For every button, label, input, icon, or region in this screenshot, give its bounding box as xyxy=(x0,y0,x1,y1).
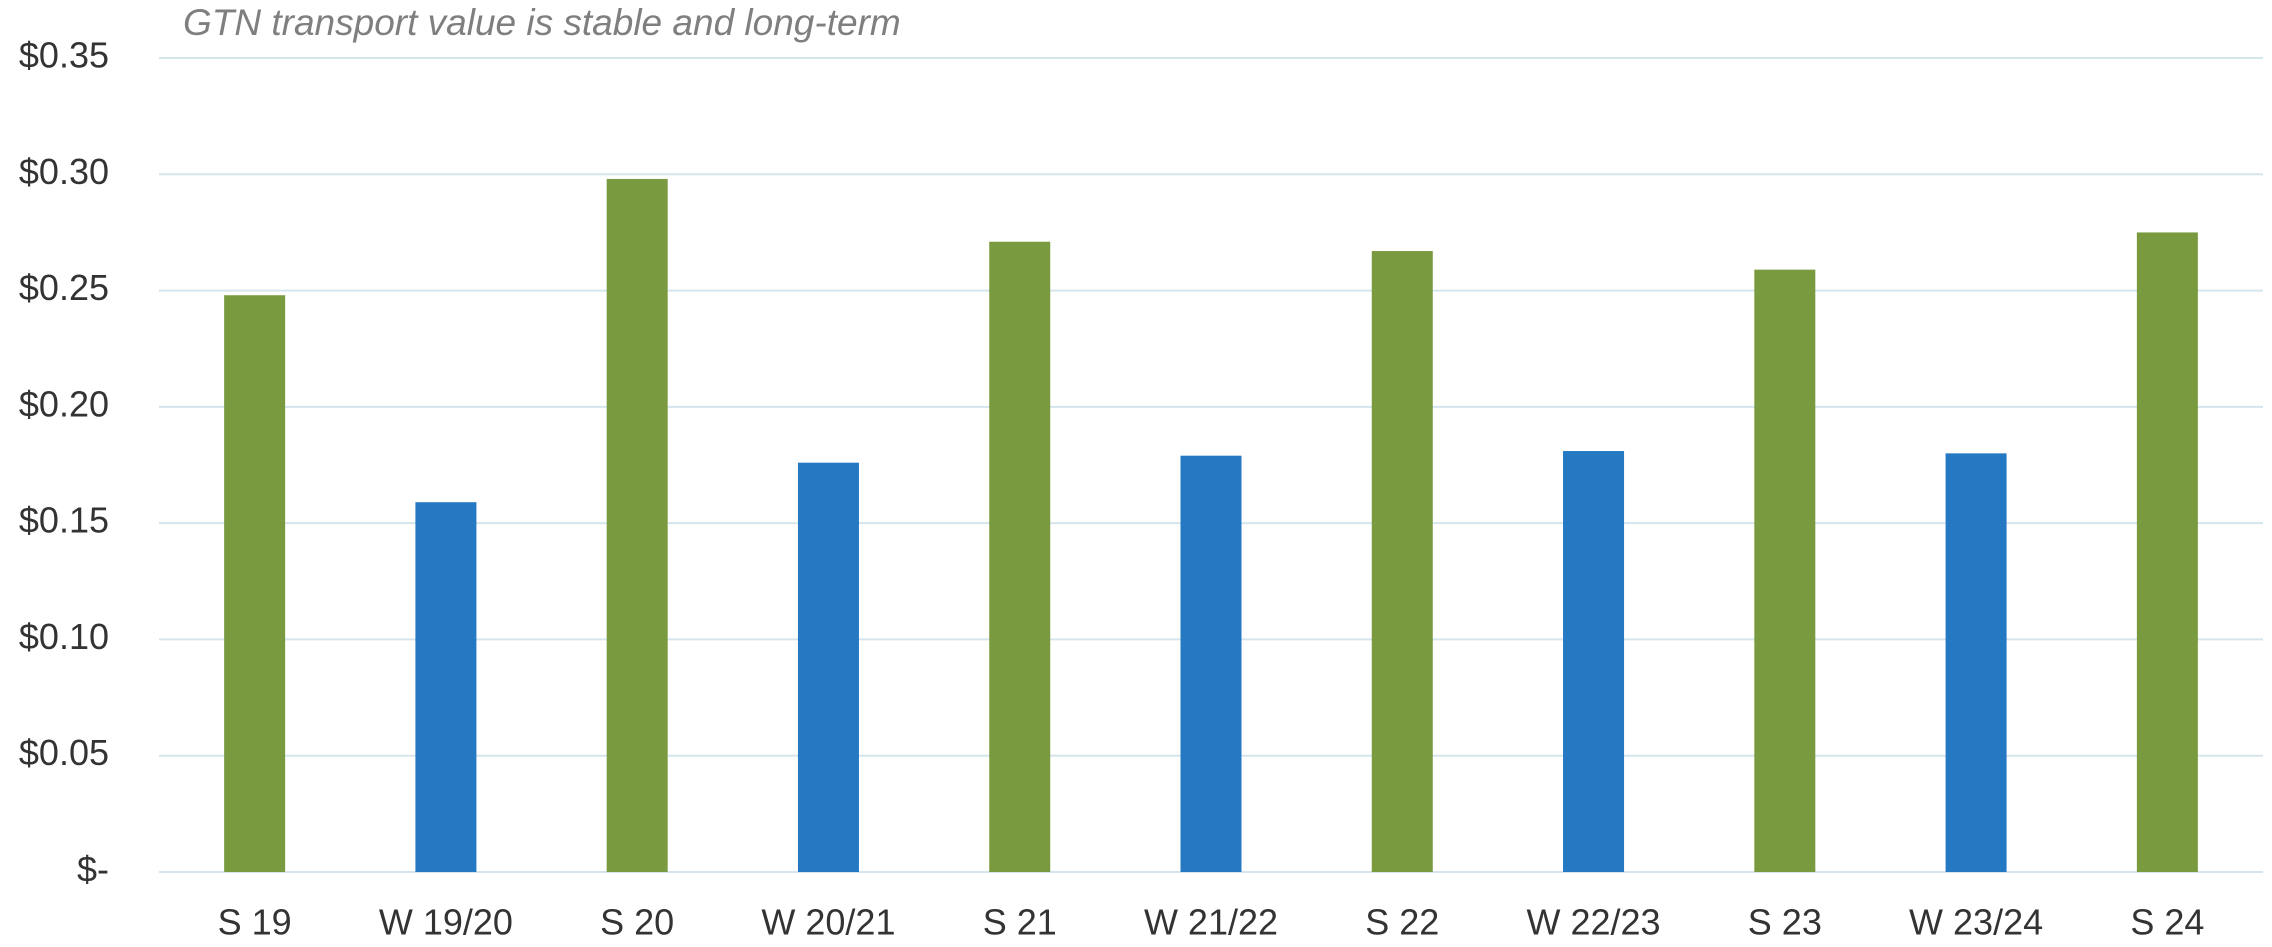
chart-title: GTN transport value is stable and long-t… xyxy=(183,2,901,43)
bar xyxy=(1945,453,2007,872)
bar xyxy=(1180,455,1242,872)
bar xyxy=(1754,269,1816,872)
x-tick-label: S 21 xyxy=(983,902,1057,943)
bar xyxy=(606,178,668,873)
x-tick-label: W 22/23 xyxy=(1527,902,1661,943)
bar xyxy=(797,462,859,872)
y-tick-label: $- xyxy=(77,849,109,890)
x-tick-label: W 19/20 xyxy=(379,902,513,943)
bar xyxy=(989,241,1051,872)
bar xyxy=(224,295,286,872)
bar xyxy=(1563,451,1625,872)
y-tick-label: $0.30 xyxy=(19,151,109,192)
bar xyxy=(2136,232,2198,872)
x-tick-label: S 19 xyxy=(218,902,292,943)
x-tick-label: W 21/22 xyxy=(1144,902,1278,943)
bar xyxy=(1371,251,1433,872)
x-tick-label: S 20 xyxy=(600,902,674,943)
x-tick-label: S 22 xyxy=(1365,902,1439,943)
y-tick-label: $0.10 xyxy=(19,616,109,657)
y-tick-label: $0.15 xyxy=(19,500,109,541)
y-tick-label: $0.20 xyxy=(19,383,109,424)
y-tick-label: $0.05 xyxy=(19,732,109,773)
x-tick-label: W 20/21 xyxy=(761,902,895,943)
x-tick-label: S 23 xyxy=(1748,902,1822,943)
bar xyxy=(415,502,477,872)
y-tick-label: $0.35 xyxy=(19,35,109,76)
y-tick-label: $0.25 xyxy=(19,267,109,308)
x-tick-label: S 24 xyxy=(2130,902,2204,943)
x-tick-label: W 23/24 xyxy=(1909,902,2043,943)
